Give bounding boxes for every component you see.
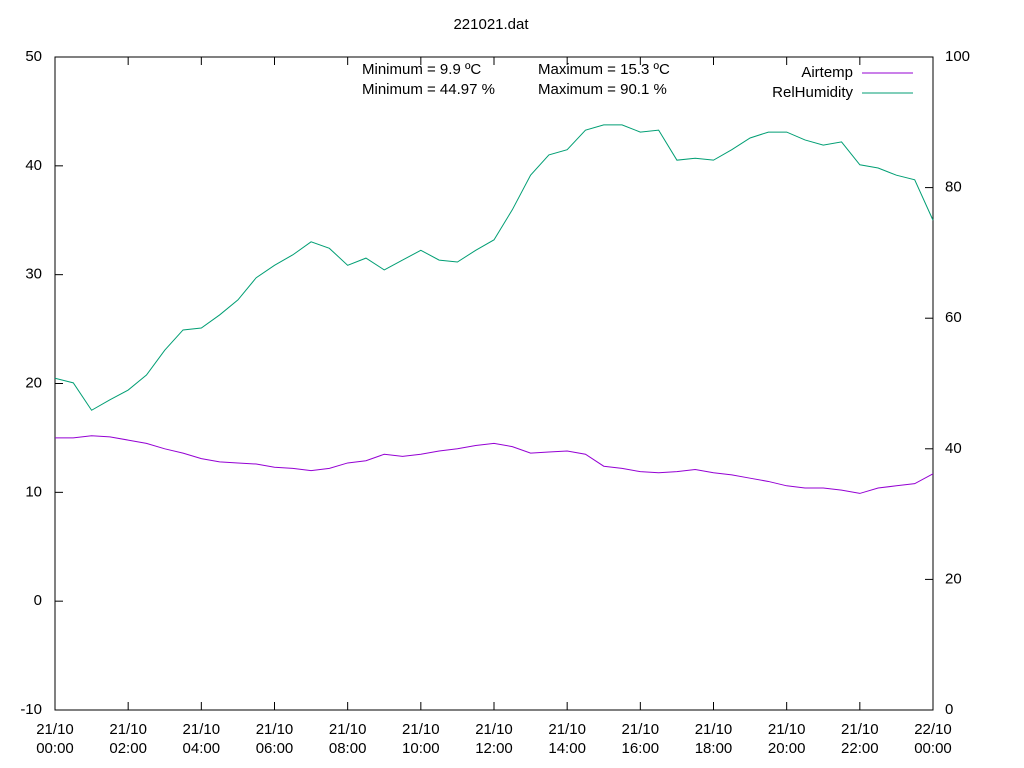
x-tick-label: 22/10 00:00 — [914, 721, 952, 757]
y-tick-label: 50 — [25, 48, 42, 65]
annotation: Maximum = 15.3 ºC — [538, 61, 670, 78]
y2-tick-label: 100 — [945, 48, 970, 65]
legend-label: RelHumidity — [772, 84, 853, 101]
x-tick-label: 21/10 06:00 — [255, 721, 294, 757]
x-tick-label: 21/10 16:00 — [621, 721, 660, 757]
y2-tick-label: 20 — [945, 570, 962, 587]
y-tick-label: 10 — [25, 483, 42, 500]
y-tick-label: 30 — [25, 266, 42, 283]
x-tick-label: 21/10 08:00 — [328, 721, 367, 757]
y2-tick-label: 40 — [945, 440, 962, 457]
plot-border — [54, 56, 934, 711]
y-tick-label: 40 — [25, 157, 42, 174]
chart-title: 221021.dat — [453, 16, 529, 33]
y-tick-label: 20 — [25, 374, 42, 391]
x-tick-label: 21/10 20:00 — [767, 721, 806, 757]
y2-tick-label: 60 — [945, 309, 962, 326]
annotation: Minimum = 9.9 ºC — [362, 61, 481, 78]
x-tick-label: 21/10 12:00 — [475, 721, 513, 757]
x-tick-label: 21/10 02:00 — [109, 721, 147, 757]
annotation: Minimum = 44.97 % — [362, 81, 495, 98]
x-tick-label: 21/10 10:00 — [402, 721, 440, 757]
y2-tick-label: 80 — [945, 179, 962, 196]
x-tick-label: 21/10 00:00 — [36, 721, 74, 757]
y-tick-label: -10 — [20, 701, 42, 718]
x-tick-label: 21/10 14:00 — [548, 721, 586, 757]
x-tick-label: 21/10 04:00 — [182, 721, 221, 757]
x-tick-label: 21/10 18:00 — [694, 721, 733, 757]
data-line — [55, 435, 934, 494]
legend-label: Airtemp — [801, 64, 853, 81]
data-line — [54, 124, 934, 411]
y2-tick-label: 0 — [945, 701, 953, 718]
x-tick-label: 21/10 22:00 — [841, 721, 879, 757]
annotation: Maximum = 90.1 % — [538, 81, 667, 98]
y-tick-label: 0 — [34, 592, 42, 609]
